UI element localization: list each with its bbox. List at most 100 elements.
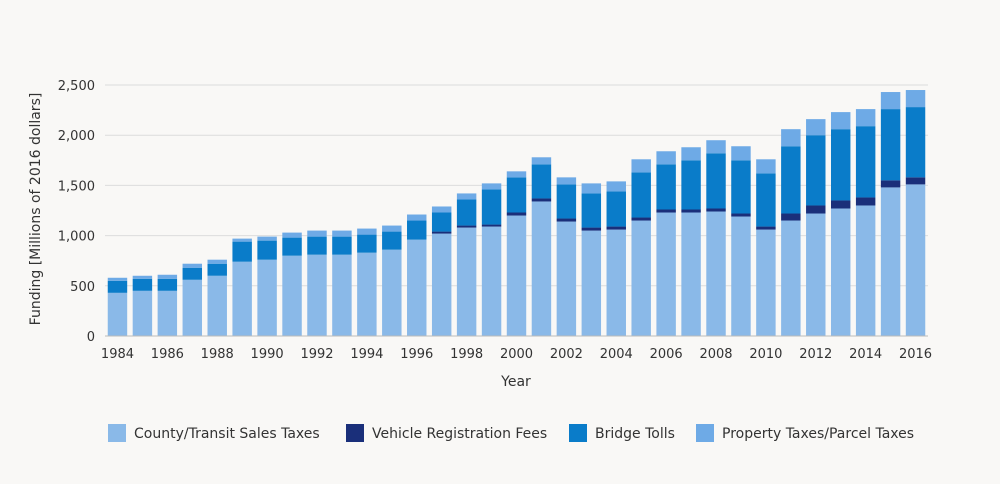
bar-segment: [282, 255, 302, 336]
bar-segment: [656, 209, 676, 213]
bar-segment: [830, 200, 851, 209]
legend-label: County/Transit Sales Taxes: [134, 426, 320, 442]
legend-swatch: [346, 424, 364, 442]
bar-segment: [731, 216, 751, 336]
bar-segment: [781, 220, 801, 336]
bar-segment: [556, 221, 577, 336]
bar-segment: [631, 172, 651, 218]
bar-segment: [481, 189, 502, 225]
bar-segment: [781, 213, 801, 221]
bar-segment: [132, 290, 153, 336]
bar-segment: [257, 259, 277, 336]
y-tick-label: 1,000: [58, 230, 95, 245]
bar-segment: [905, 177, 926, 185]
bar-segment: [531, 157, 552, 165]
bar-segment: [806, 213, 826, 336]
bar-segment: [232, 241, 252, 262]
bar-segment: [407, 220, 427, 240]
bar-segment: [357, 234, 377, 253]
bar-segment: [481, 226, 502, 336]
bar-segment: [681, 212, 701, 336]
bar-segment: [830, 208, 851, 336]
bar-segment: [506, 215, 527, 336]
bar-segment: [531, 201, 552, 336]
bar-segment: [756, 229, 776, 336]
bar-segment: [456, 199, 477, 226]
bar-segment: [756, 159, 776, 174]
bar-segment: [332, 230, 352, 237]
bar-segment: [905, 107, 926, 178]
bar-segment: [706, 211, 726, 336]
bar-segment: [182, 263, 203, 268]
bar-segment: [880, 109, 901, 181]
bar-segment: [830, 129, 851, 201]
x-tick-label: 2014: [849, 347, 882, 362]
x-tick-label: 1996: [400, 347, 433, 362]
bar-segment: [806, 135, 826, 206]
bar-segment: [581, 193, 602, 228]
x-axis-title: Year: [500, 374, 531, 390]
x-tick-label: 2000: [500, 347, 533, 362]
bar-segment: [581, 230, 602, 336]
bar-segment: [581, 183, 602, 194]
y-tick-label: 1,500: [58, 179, 95, 194]
x-tick-label: 2002: [550, 347, 583, 362]
bar-segment: [257, 236, 277, 241]
bar-segment: [880, 180, 901, 188]
bar-segment: [830, 112, 851, 130]
legend-item: Property Taxes/Parcel Taxes: [696, 424, 914, 442]
bar-segment: [232, 238, 252, 242]
y-tick-label: 2,500: [58, 79, 95, 94]
bar-segment: [481, 224, 502, 227]
bar-segment: [132, 278, 153, 291]
bar-segment: [107, 277, 128, 281]
bar-segment: [756, 226, 776, 230]
bar-segment: [382, 231, 402, 250]
y-axis-title: Funding [Millions of 2016 dollars]: [28, 93, 44, 326]
bar-segment: [207, 259, 227, 264]
bar-segment: [631, 217, 651, 221]
bar-segment: [756, 173, 776, 227]
bar-segment: [257, 240, 277, 260]
bar-segment: [681, 209, 701, 213]
bar-segment: [157, 278, 178, 291]
bar-segment: [456, 225, 477, 228]
x-tick-label: 2006: [650, 347, 683, 362]
bar-segment: [481, 183, 502, 190]
bar-segment: [531, 164, 552, 199]
y-tick-label: 0: [87, 330, 95, 345]
bars: [107, 90, 926, 336]
x-tick-label: 1988: [201, 347, 234, 362]
bar-segment: [905, 90, 926, 108]
bar-segment: [407, 214, 427, 221]
bar-segment: [157, 290, 178, 336]
legend-item: County/Transit Sales Taxes: [108, 424, 320, 442]
bar-segment: [656, 212, 676, 336]
bar-segment: [731, 213, 751, 217]
bar-segment: [107, 292, 128, 336]
bar-segment: [531, 198, 552, 202]
bar-segment: [407, 239, 427, 336]
axes: 0 500 1,000 1,500 2,000 2,500 1984 1986 1988 1990…: [58, 79, 932, 362]
bar-segment: [456, 193, 477, 200]
bar-segment: [631, 159, 651, 173]
bar-segment: [855, 109, 876, 127]
bar-segment: [706, 153, 726, 209]
x-tick-label: 2008: [699, 347, 732, 362]
bar-segment: [855, 126, 876, 198]
bar-segment: [606, 181, 626, 192]
bar-segment: [656, 164, 676, 210]
bar-segment: [506, 177, 527, 213]
legend-label: Property Taxes/Parcel Taxes: [722, 426, 914, 442]
legend-item: Bridge Tolls: [569, 424, 675, 442]
bar-segment: [132, 275, 153, 279]
bar-segment: [606, 191, 626, 227]
x-tick-label: 2004: [600, 347, 633, 362]
legend-swatch: [569, 424, 587, 442]
bar-segment: [806, 119, 826, 136]
bar-segment: [332, 236, 352, 255]
bar-segment: [182, 267, 203, 280]
bar-segment: [656, 151, 676, 165]
